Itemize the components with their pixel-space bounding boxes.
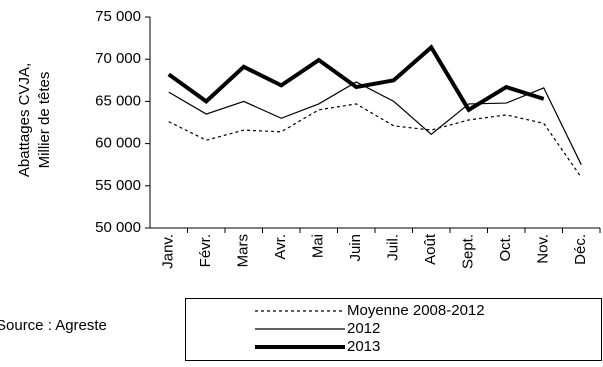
legend-label: 2012 bbox=[347, 320, 380, 337]
legend-label: 2013 bbox=[347, 338, 380, 355]
series-line bbox=[168, 103, 582, 178]
x-tick-label: Mai bbox=[310, 234, 327, 258]
y-tick-label: 70 000 bbox=[95, 50, 141, 67]
x-tick-label: Août bbox=[422, 233, 439, 265]
y-tick-label: 55 000 bbox=[95, 177, 141, 194]
x-tick-label: Juil. bbox=[385, 234, 402, 261]
x-tick-label: Mars bbox=[235, 234, 252, 267]
y-tick-label: 75 000 bbox=[95, 8, 141, 25]
x-tick-label: Sept. bbox=[460, 234, 477, 269]
legend-box bbox=[185, 298, 602, 361]
y-tick-label: 50 000 bbox=[95, 219, 141, 236]
x-tick-label: Nov. bbox=[535, 234, 552, 264]
y-axis-label: Millier de têtes bbox=[36, 72, 53, 169]
x-tick-label: Avr. bbox=[272, 234, 289, 260]
series-line bbox=[167, 44, 545, 113]
x-tick-label: Déc. bbox=[572, 234, 589, 265]
x-tick-label: Févr. bbox=[197, 234, 214, 267]
y-tick-label: 60 000 bbox=[95, 135, 141, 152]
source: Source : Agreste bbox=[0, 317, 107, 334]
y-tick-label: 65 000 bbox=[95, 92, 141, 109]
x-tick-label: Janv. bbox=[160, 234, 177, 269]
x-tick-label: Oct. bbox=[497, 234, 514, 262]
series-line bbox=[168, 81, 582, 165]
legend-label: Moyenne 2008-2012 bbox=[347, 302, 485, 319]
x-tick-label: Juin bbox=[347, 234, 364, 262]
y-axis-label: Abattages CVJA, bbox=[16, 63, 33, 177]
